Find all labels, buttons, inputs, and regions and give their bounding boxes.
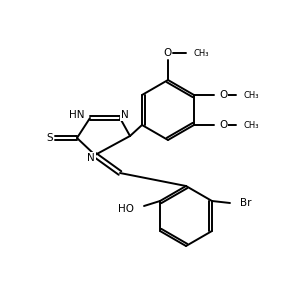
Text: Br: Br <box>240 198 251 208</box>
Text: HN: HN <box>70 110 85 120</box>
Text: HO: HO <box>118 204 134 214</box>
Text: O: O <box>219 90 227 100</box>
Text: O: O <box>163 48 171 58</box>
Text: O: O <box>219 120 227 130</box>
Text: N: N <box>87 153 95 163</box>
Text: S: S <box>47 133 53 143</box>
Text: CH₃: CH₃ <box>244 91 260 100</box>
Text: CH₃: CH₃ <box>194 49 209 58</box>
Text: CH₃: CH₃ <box>244 120 260 130</box>
Text: N: N <box>121 110 129 120</box>
